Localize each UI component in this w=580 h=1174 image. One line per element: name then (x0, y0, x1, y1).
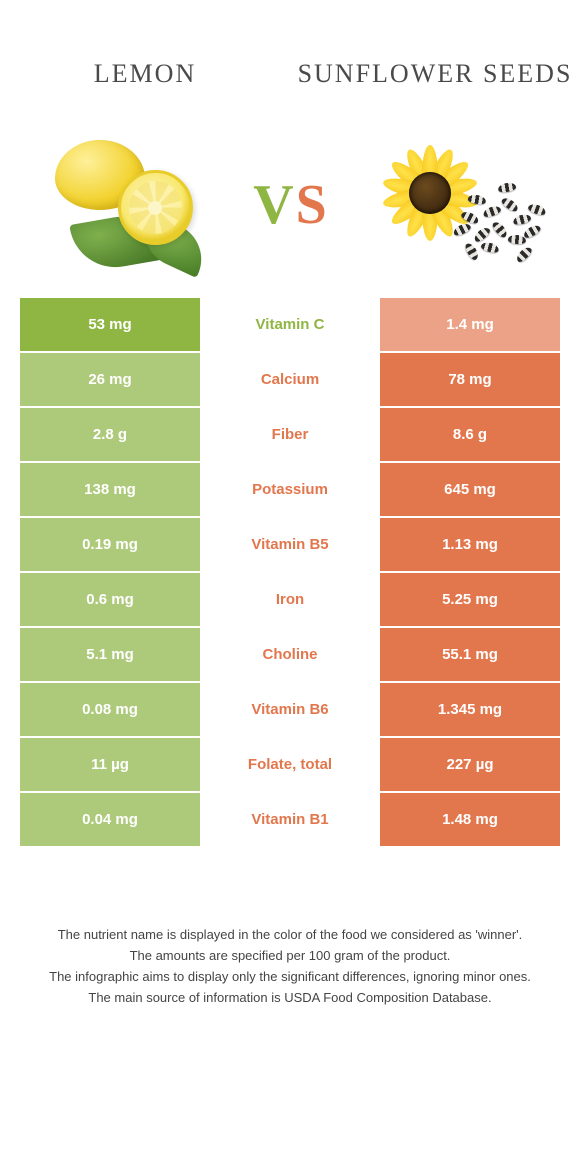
right-value: 78 mg (380, 353, 560, 406)
nutrient-label: Vitamin B1 (200, 793, 380, 846)
table-row: 11 µgFolate, total227 µg (20, 738, 560, 791)
footnote-line: The amounts are specified per 100 gram o… (30, 947, 550, 966)
images-row: VS (0, 120, 580, 290)
table-row: 0.08 mgVitamin B61.345 mg (20, 683, 560, 736)
left-value: 53 mg (20, 298, 200, 351)
right-value: 1.345 mg (380, 683, 560, 736)
sunflower-image (345, 130, 560, 280)
right-value: 645 mg (380, 463, 560, 516)
right-value: 227 µg (380, 738, 560, 791)
right-value: 1.13 mg (380, 518, 560, 571)
right-value: 8.6 g (380, 408, 560, 461)
right-value: 1.48 mg (380, 793, 560, 846)
nutrient-label: Iron (200, 573, 380, 626)
table-row: 0.04 mgVitamin B11.48 mg (20, 793, 560, 846)
right-value: 1.4 mg (380, 298, 560, 351)
nutrient-label: Calcium (200, 353, 380, 406)
vs-label: VS (245, 173, 335, 237)
nutrient-label: Vitamin B6 (200, 683, 380, 736)
lemon-image (20, 130, 235, 280)
left-value: 11 µg (20, 738, 200, 791)
left-value: 0.04 mg (20, 793, 200, 846)
table-row: 0.19 mgVitamin B51.13 mg (20, 518, 560, 571)
footnote-line: The infographic aims to display only the… (30, 968, 550, 987)
vs-s: S (296, 173, 327, 237)
left-value: 138 mg (20, 463, 200, 516)
nutrient-label: Vitamin B5 (200, 518, 380, 571)
footnote-line: The nutrient name is displayed in the co… (30, 926, 550, 945)
vs-v: V (253, 173, 293, 237)
header: Lemon Sunflower seeds (0, 0, 580, 120)
left-value: 2.8 g (20, 408, 200, 461)
footnote-line: The main source of information is USDA F… (30, 989, 550, 1008)
left-value: 0.6 mg (20, 573, 200, 626)
right-value: 55.1 mg (380, 628, 560, 681)
nutrient-label: Folate, total (200, 738, 380, 791)
header-right-title: Sunflower seeds (290, 58, 580, 89)
left-value: 0.19 mg (20, 518, 200, 571)
table-row: 53 mgVitamin C1.4 mg (20, 298, 560, 351)
header-left-title: Lemon (0, 58, 290, 89)
nutrient-label: Choline (200, 628, 380, 681)
nutrient-label: Fiber (200, 408, 380, 461)
left-value: 26 mg (20, 353, 200, 406)
nutrient-label: Vitamin C (200, 298, 380, 351)
nutrient-label: Potassium (200, 463, 380, 516)
table-row: 138 mgPotassium645 mg (20, 463, 560, 516)
left-value: 0.08 mg (20, 683, 200, 736)
footnotes: The nutrient name is displayed in the co… (30, 926, 550, 1007)
table-row: 0.6 mgIron5.25 mg (20, 573, 560, 626)
table-row: 2.8 gFiber8.6 g (20, 408, 560, 461)
comparison-table: 53 mgVitamin C1.4 mg26 mgCalcium78 mg2.8… (20, 298, 560, 846)
right-value: 5.25 mg (380, 573, 560, 626)
left-value: 5.1 mg (20, 628, 200, 681)
table-row: 5.1 mgCholine55.1 mg (20, 628, 560, 681)
table-row: 26 mgCalcium78 mg (20, 353, 560, 406)
